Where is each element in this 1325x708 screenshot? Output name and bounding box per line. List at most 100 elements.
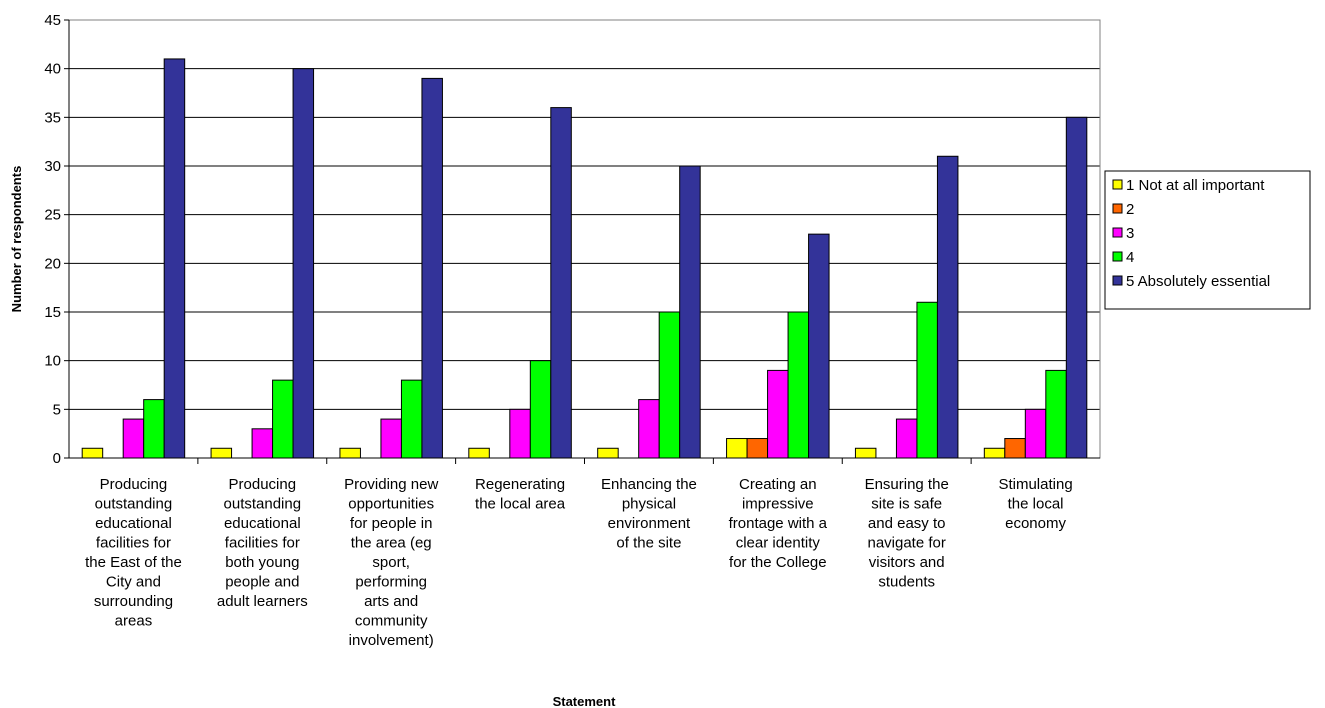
x-category-label: Producing outstanding educational facilitie… xyxy=(217,476,308,610)
x-category-label-line: visitors and xyxy=(869,554,945,571)
bar xyxy=(468,447,490,459)
bar xyxy=(163,58,186,459)
bar xyxy=(895,418,918,459)
x-category-label-line: and easy to xyxy=(868,515,946,532)
x-category-label-line: Regenerating xyxy=(475,476,565,493)
x-category-label-line: performing xyxy=(355,574,427,591)
x-category-label-line: the local xyxy=(1008,496,1064,513)
x-category-label-line: adult learners xyxy=(217,593,308,610)
legend-label: 2 xyxy=(1126,201,1134,218)
x-category-label: Regenerating the local area xyxy=(475,476,566,513)
bar xyxy=(380,418,402,459)
x-category-label-line: both young xyxy=(225,554,299,571)
x-category-label-line: Creating an xyxy=(739,476,817,493)
x-category-label-line: surrounding xyxy=(94,593,173,610)
bar xyxy=(787,311,810,459)
x-category-label-line: educational xyxy=(95,515,172,532)
x-category-label-line: Producing xyxy=(100,476,168,493)
bars xyxy=(81,58,1088,459)
x-category-label-line: Ensuring the xyxy=(865,476,949,493)
x-category-label-line: physical xyxy=(622,496,676,513)
bar xyxy=(210,447,233,459)
x-category-label-line: navigate for xyxy=(867,535,945,552)
bar xyxy=(658,311,681,459)
x-category-label-line: outstanding xyxy=(95,496,173,513)
bar xyxy=(122,418,145,459)
axes xyxy=(68,19,1101,464)
x-category-label-line: for people in xyxy=(350,515,433,532)
bar xyxy=(251,428,274,459)
bar xyxy=(638,399,660,459)
x-category-label-line: involvement) xyxy=(349,632,434,649)
x-category-label-line: of the site xyxy=(616,535,681,552)
x-category-label-line: educational xyxy=(224,515,301,532)
x-category-label: Stimulating the local economy xyxy=(998,476,1072,532)
x-category-label-line: facilities for xyxy=(225,535,300,552)
bar xyxy=(529,360,552,459)
y-tick-label: 25 xyxy=(44,207,61,224)
legend-swatch xyxy=(1112,275,1123,286)
bar xyxy=(81,447,104,459)
bar xyxy=(1024,408,1047,459)
bar xyxy=(1045,369,1067,459)
y-tick-label: 15 xyxy=(44,304,61,321)
y-axis-title: Number of respondents xyxy=(9,166,24,313)
bar xyxy=(339,447,361,459)
x-category-label-line: areas xyxy=(115,613,153,630)
bar xyxy=(272,379,294,459)
bar xyxy=(726,438,748,459)
x-category-label: Producing outstanding educational facilitie… xyxy=(85,476,182,630)
x-category-label-line: impressive xyxy=(742,496,814,513)
bar xyxy=(936,155,959,459)
x-category-label-line: City and xyxy=(106,574,161,591)
legend-swatch xyxy=(1112,227,1123,238)
x-category-label: Ensuring the site is safe and easy to navig… xyxy=(865,476,949,591)
bar xyxy=(679,165,701,459)
x-category-label-line: clear identity xyxy=(736,535,821,552)
y-tick-label: 5 xyxy=(53,401,61,418)
legend-swatch xyxy=(1112,251,1123,262)
bar xyxy=(292,68,315,459)
x-category-label-line: economy xyxy=(1005,515,1066,532)
x-category-label-line: environment xyxy=(608,515,691,532)
x-category-label-line: the area (eg xyxy=(351,535,432,552)
x-category-label-line: students xyxy=(878,574,935,591)
bar xyxy=(1065,116,1088,459)
x-axis-title: Statement xyxy=(553,694,617,708)
x-category-label-line: the East of the xyxy=(85,554,182,571)
bar xyxy=(983,447,1006,459)
x-category-label-line: opportunities xyxy=(348,496,434,513)
x-category-label: Providing new opportunities for people in t… xyxy=(344,476,438,649)
bar xyxy=(400,379,423,459)
legend-label: 4 xyxy=(1126,249,1134,266)
bar xyxy=(597,447,619,459)
y-tick-label: 0 xyxy=(53,450,61,467)
x-category-label: Creating an impressive frontage with a clea… xyxy=(729,476,828,571)
bar xyxy=(854,447,877,459)
y-tick-label: 45 xyxy=(44,12,61,29)
bar xyxy=(916,301,938,459)
x-category-label-line: arts and xyxy=(364,593,418,610)
legend-label: 3 xyxy=(1126,225,1134,242)
y-tick-label: 30 xyxy=(44,158,61,175)
y-tick-label: 40 xyxy=(44,61,61,78)
bar xyxy=(143,399,165,459)
legend-label: 5 Absolutely essential xyxy=(1126,273,1270,290)
x-category-label-line: Stimulating xyxy=(998,476,1072,493)
legend-swatch xyxy=(1112,179,1123,190)
x-category-labels: Producing outstanding educational facilitie… xyxy=(85,476,1073,649)
bar xyxy=(509,408,531,459)
bar xyxy=(1004,438,1026,459)
y-tick-label: 20 xyxy=(44,255,61,272)
x-category-label-line: outstanding xyxy=(224,496,302,513)
x-category-label-line: for the College xyxy=(729,554,827,571)
x-category-label-line: the local area xyxy=(475,496,566,513)
y-tick-label: 10 xyxy=(44,353,61,370)
legend: 1 Not at all important 2 3 4 5 Absolutely es… xyxy=(1104,170,1311,310)
legend-swatch xyxy=(1112,203,1123,214)
bar xyxy=(421,77,443,459)
x-category-label-line: facilities for xyxy=(96,535,171,552)
bar xyxy=(746,438,769,459)
